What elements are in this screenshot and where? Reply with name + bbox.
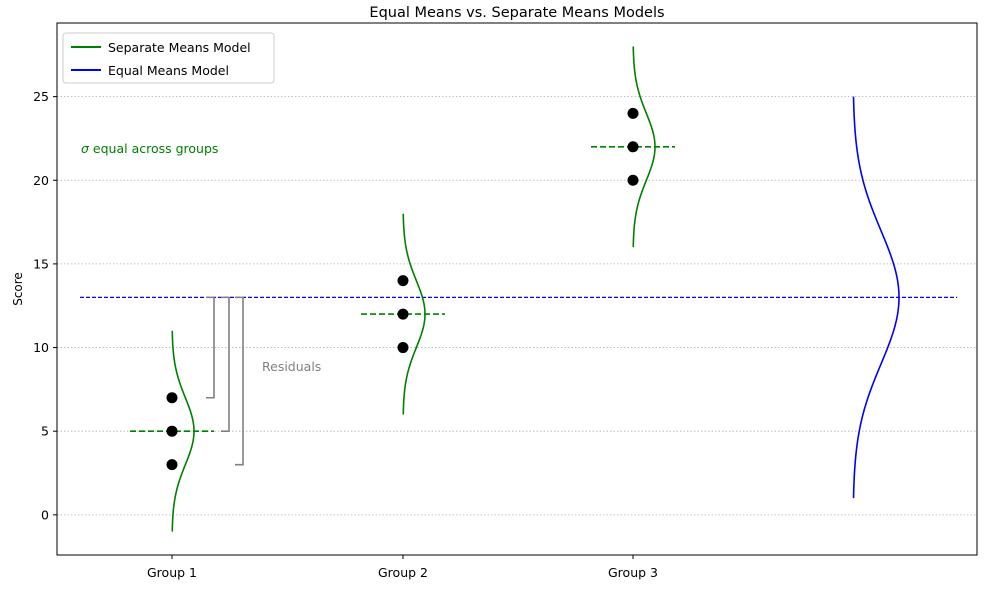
y-tick-label: 15 xyxy=(33,256,49,271)
x-tick-label: Group 1 xyxy=(147,565,197,580)
gridlines xyxy=(57,96,977,516)
group-distribution-curve xyxy=(171,330,195,532)
residuals-label: Residuals xyxy=(262,359,321,374)
data-point xyxy=(627,107,639,119)
sigma-symbol: σ xyxy=(81,141,90,156)
axis-ticks: 0 5 10 15 20 25 Group 1 Group 2 Group 3 xyxy=(33,89,658,580)
group-distribution-curve xyxy=(402,213,426,415)
chart-title: Equal Means vs. Separate Means Models xyxy=(369,5,664,21)
y-axis-label: Score xyxy=(11,272,25,306)
y-tick-label: 25 xyxy=(33,89,49,104)
data-point xyxy=(397,275,409,287)
sigma-annotation-text: equal across groups xyxy=(89,141,219,156)
legend-box xyxy=(62,32,275,84)
x-tick-label: Group 2 xyxy=(378,565,428,580)
group-distribution-curve xyxy=(632,46,656,248)
residual-bracket xyxy=(206,296,215,399)
data-point xyxy=(166,459,178,471)
data-point xyxy=(397,342,409,354)
sigma-annotation: σ equal across groups xyxy=(81,141,218,156)
data-point xyxy=(397,308,409,320)
y-tick-label: 5 xyxy=(41,424,49,439)
data-point xyxy=(627,174,639,186)
data-point xyxy=(627,141,639,153)
plot-frame xyxy=(56,22,978,556)
data-point xyxy=(166,392,178,404)
y-tick-label: 10 xyxy=(33,340,49,355)
legend: Separate Means Model Equal Means Model xyxy=(62,32,275,84)
chart-marks xyxy=(80,46,957,532)
x-tick-label: Group 3 xyxy=(608,565,658,580)
data-point xyxy=(166,425,178,437)
y-tick-label: 20 xyxy=(33,173,49,188)
legend-label-equal: Equal Means Model xyxy=(108,63,229,78)
equal-distribution-curve xyxy=(852,96,900,499)
residual-bracket xyxy=(235,296,244,466)
legend-label-separate: Separate Means Model xyxy=(108,40,251,55)
residual-bracket xyxy=(221,296,230,433)
y-tick-label: 0 xyxy=(41,507,49,522)
